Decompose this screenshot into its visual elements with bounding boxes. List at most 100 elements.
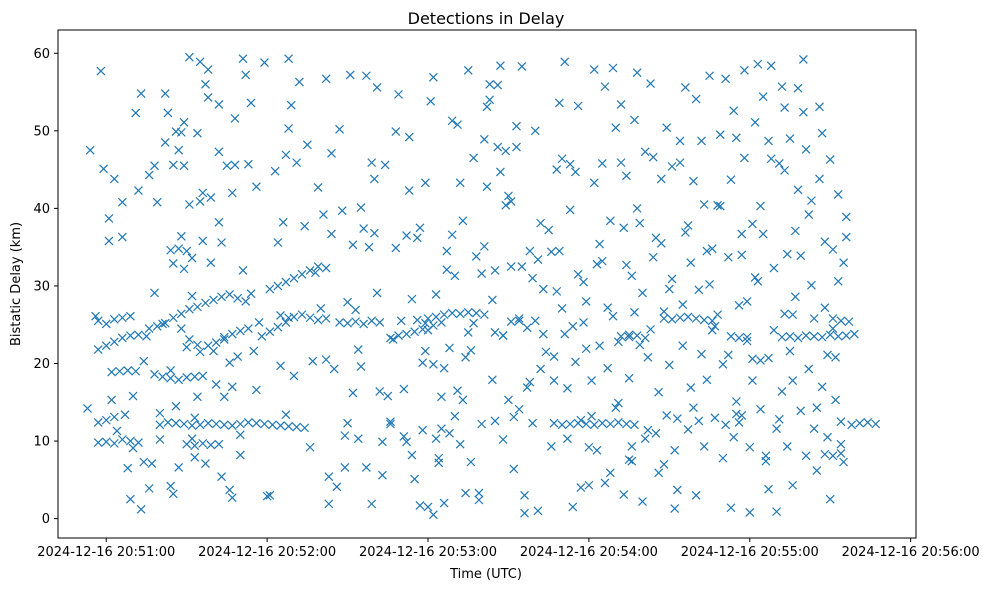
data-point: [257, 331, 267, 341]
data-point: [552, 165, 562, 175]
data-point: [281, 317, 291, 327]
data-point: [281, 150, 291, 160]
data-point: [463, 307, 473, 317]
data-point: [667, 162, 677, 171]
data-point: [520, 490, 529, 500]
data-point: [506, 317, 516, 327]
data-point: [482, 182, 492, 192]
data-point: [227, 188, 237, 198]
data-point: [785, 331, 795, 341]
data-point: [219, 335, 229, 344]
data-point: [461, 352, 470, 362]
x-tick-label: 2024-12-16 20:56:00: [842, 545, 980, 560]
data-point: [798, 107, 808, 117]
data-point: [155, 408, 165, 418]
y-tick-label: 20: [33, 357, 50, 372]
data-point: [93, 345, 103, 354]
data-point: [115, 366, 125, 376]
data-point: [777, 386, 787, 396]
data-point: [841, 331, 851, 341]
data-point: [691, 314, 701, 323]
data-point: [176, 309, 186, 319]
data-point: [764, 136, 773, 146]
data-point: [571, 357, 580, 367]
data-point: [166, 481, 176, 491]
data-point: [490, 266, 500, 275]
data-point: [353, 434, 363, 444]
data-point: [182, 246, 192, 256]
data-point: [820, 237, 830, 247]
data-point: [474, 495, 484, 505]
data-point: [458, 216, 468, 226]
data-point: [369, 228, 379, 238]
data-point: [211, 380, 221, 389]
data-point: [442, 246, 452, 256]
data-point: [782, 442, 792, 451]
data-point: [487, 375, 497, 385]
data-point: [522, 383, 532, 392]
data-point: [428, 72, 438, 82]
data-point: [871, 419, 881, 429]
data-point: [166, 373, 176, 383]
data-point: [686, 258, 696, 268]
data-point: [233, 352, 243, 361]
data-point: [423, 325, 433, 335]
data-point: [630, 307, 639, 317]
x-tick-label: 2024-12-16 20:52:00: [198, 545, 336, 560]
data-point: [603, 363, 613, 373]
data-point: [450, 271, 460, 281]
data-point: [675, 313, 685, 323]
data-point: [756, 355, 765, 365]
data-point: [825, 494, 835, 504]
x-tick-label: 2024-12-16 20:55:00: [681, 545, 819, 560]
data-point: [699, 442, 709, 451]
data-point: [565, 205, 575, 215]
y-tick-label: 60: [33, 47, 50, 62]
data-point: [479, 241, 489, 251]
data-point: [592, 259, 602, 269]
data-point: [123, 366, 133, 375]
data-point: [466, 345, 476, 355]
data-point: [790, 226, 800, 236]
data-point: [495, 61, 505, 71]
data-point: [399, 384, 409, 394]
data-point: [597, 256, 607, 266]
data-point: [174, 145, 184, 155]
data-point: [176, 127, 186, 137]
data-point: [109, 412, 119, 422]
data-point: [219, 420, 229, 430]
data-point: [785, 134, 795, 144]
data-point: [144, 483, 154, 493]
data-point: [99, 164, 109, 174]
data-point: [474, 488, 484, 498]
data-point: [804, 210, 814, 220]
data-point: [187, 253, 197, 263]
data-point: [656, 174, 666, 184]
data-point: [812, 466, 822, 475]
data-point: [807, 280, 816, 290]
data-point: [841, 212, 851, 222]
data-point: [820, 303, 830, 313]
data-point: [415, 501, 425, 510]
data-point: [134, 186, 143, 195]
data-point: [184, 52, 194, 62]
data-point: [407, 450, 417, 460]
data-point: [227, 382, 237, 392]
data-point: [281, 277, 291, 287]
data-point: [206, 440, 216, 450]
data-point: [463, 328, 473, 337]
data-point: [605, 419, 615, 429]
data-point: [340, 462, 350, 472]
data-point: [150, 288, 159, 298]
data-point: [780, 103, 790, 112]
data-point: [654, 387, 664, 397]
data-point: [198, 371, 208, 381]
data-point: [163, 108, 173, 118]
data-point: [498, 435, 508, 444]
data-point: [410, 327, 420, 337]
data-point: [544, 225, 554, 235]
data-point: [195, 420, 205, 430]
data-point: [238, 266, 248, 275]
